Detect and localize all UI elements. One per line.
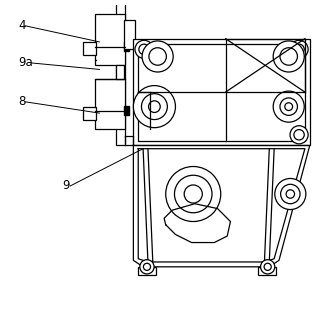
Circle shape [142,41,173,72]
Bar [116,65,124,79]
Circle shape [264,263,271,270]
Circle shape [261,260,275,274]
Circle shape [140,260,154,274]
Circle shape [290,126,308,144]
Text: 4: 4 [19,19,26,32]
Bar [124,106,128,115]
Circle shape [290,40,308,58]
Text: 9: 9 [62,179,70,192]
Bar [124,42,128,51]
Bar [133,39,310,146]
Bar [138,44,305,141]
Circle shape [273,91,304,122]
Circle shape [141,94,167,120]
Circle shape [175,175,212,213]
Bar [138,267,156,275]
Bar [116,3,125,146]
Circle shape [143,263,150,270]
Circle shape [286,190,294,198]
Circle shape [133,86,176,128]
Circle shape [275,178,306,209]
Text: 8: 8 [19,95,26,108]
Circle shape [139,44,149,55]
Circle shape [135,40,153,58]
Circle shape [184,185,202,203]
Circle shape [285,103,292,111]
Circle shape [294,44,304,55]
Circle shape [280,98,297,115]
Bar [124,20,135,49]
Bar [83,42,96,55]
Bar [258,267,276,275]
Bar [95,14,125,65]
Circle shape [166,166,221,221]
Circle shape [280,184,300,204]
Circle shape [294,130,304,140]
Circle shape [149,48,166,65]
Bar [95,79,125,129]
Bar [83,107,96,120]
Text: 9a: 9a [19,57,33,70]
Circle shape [149,101,160,113]
Circle shape [273,41,304,72]
Circle shape [280,48,297,65]
